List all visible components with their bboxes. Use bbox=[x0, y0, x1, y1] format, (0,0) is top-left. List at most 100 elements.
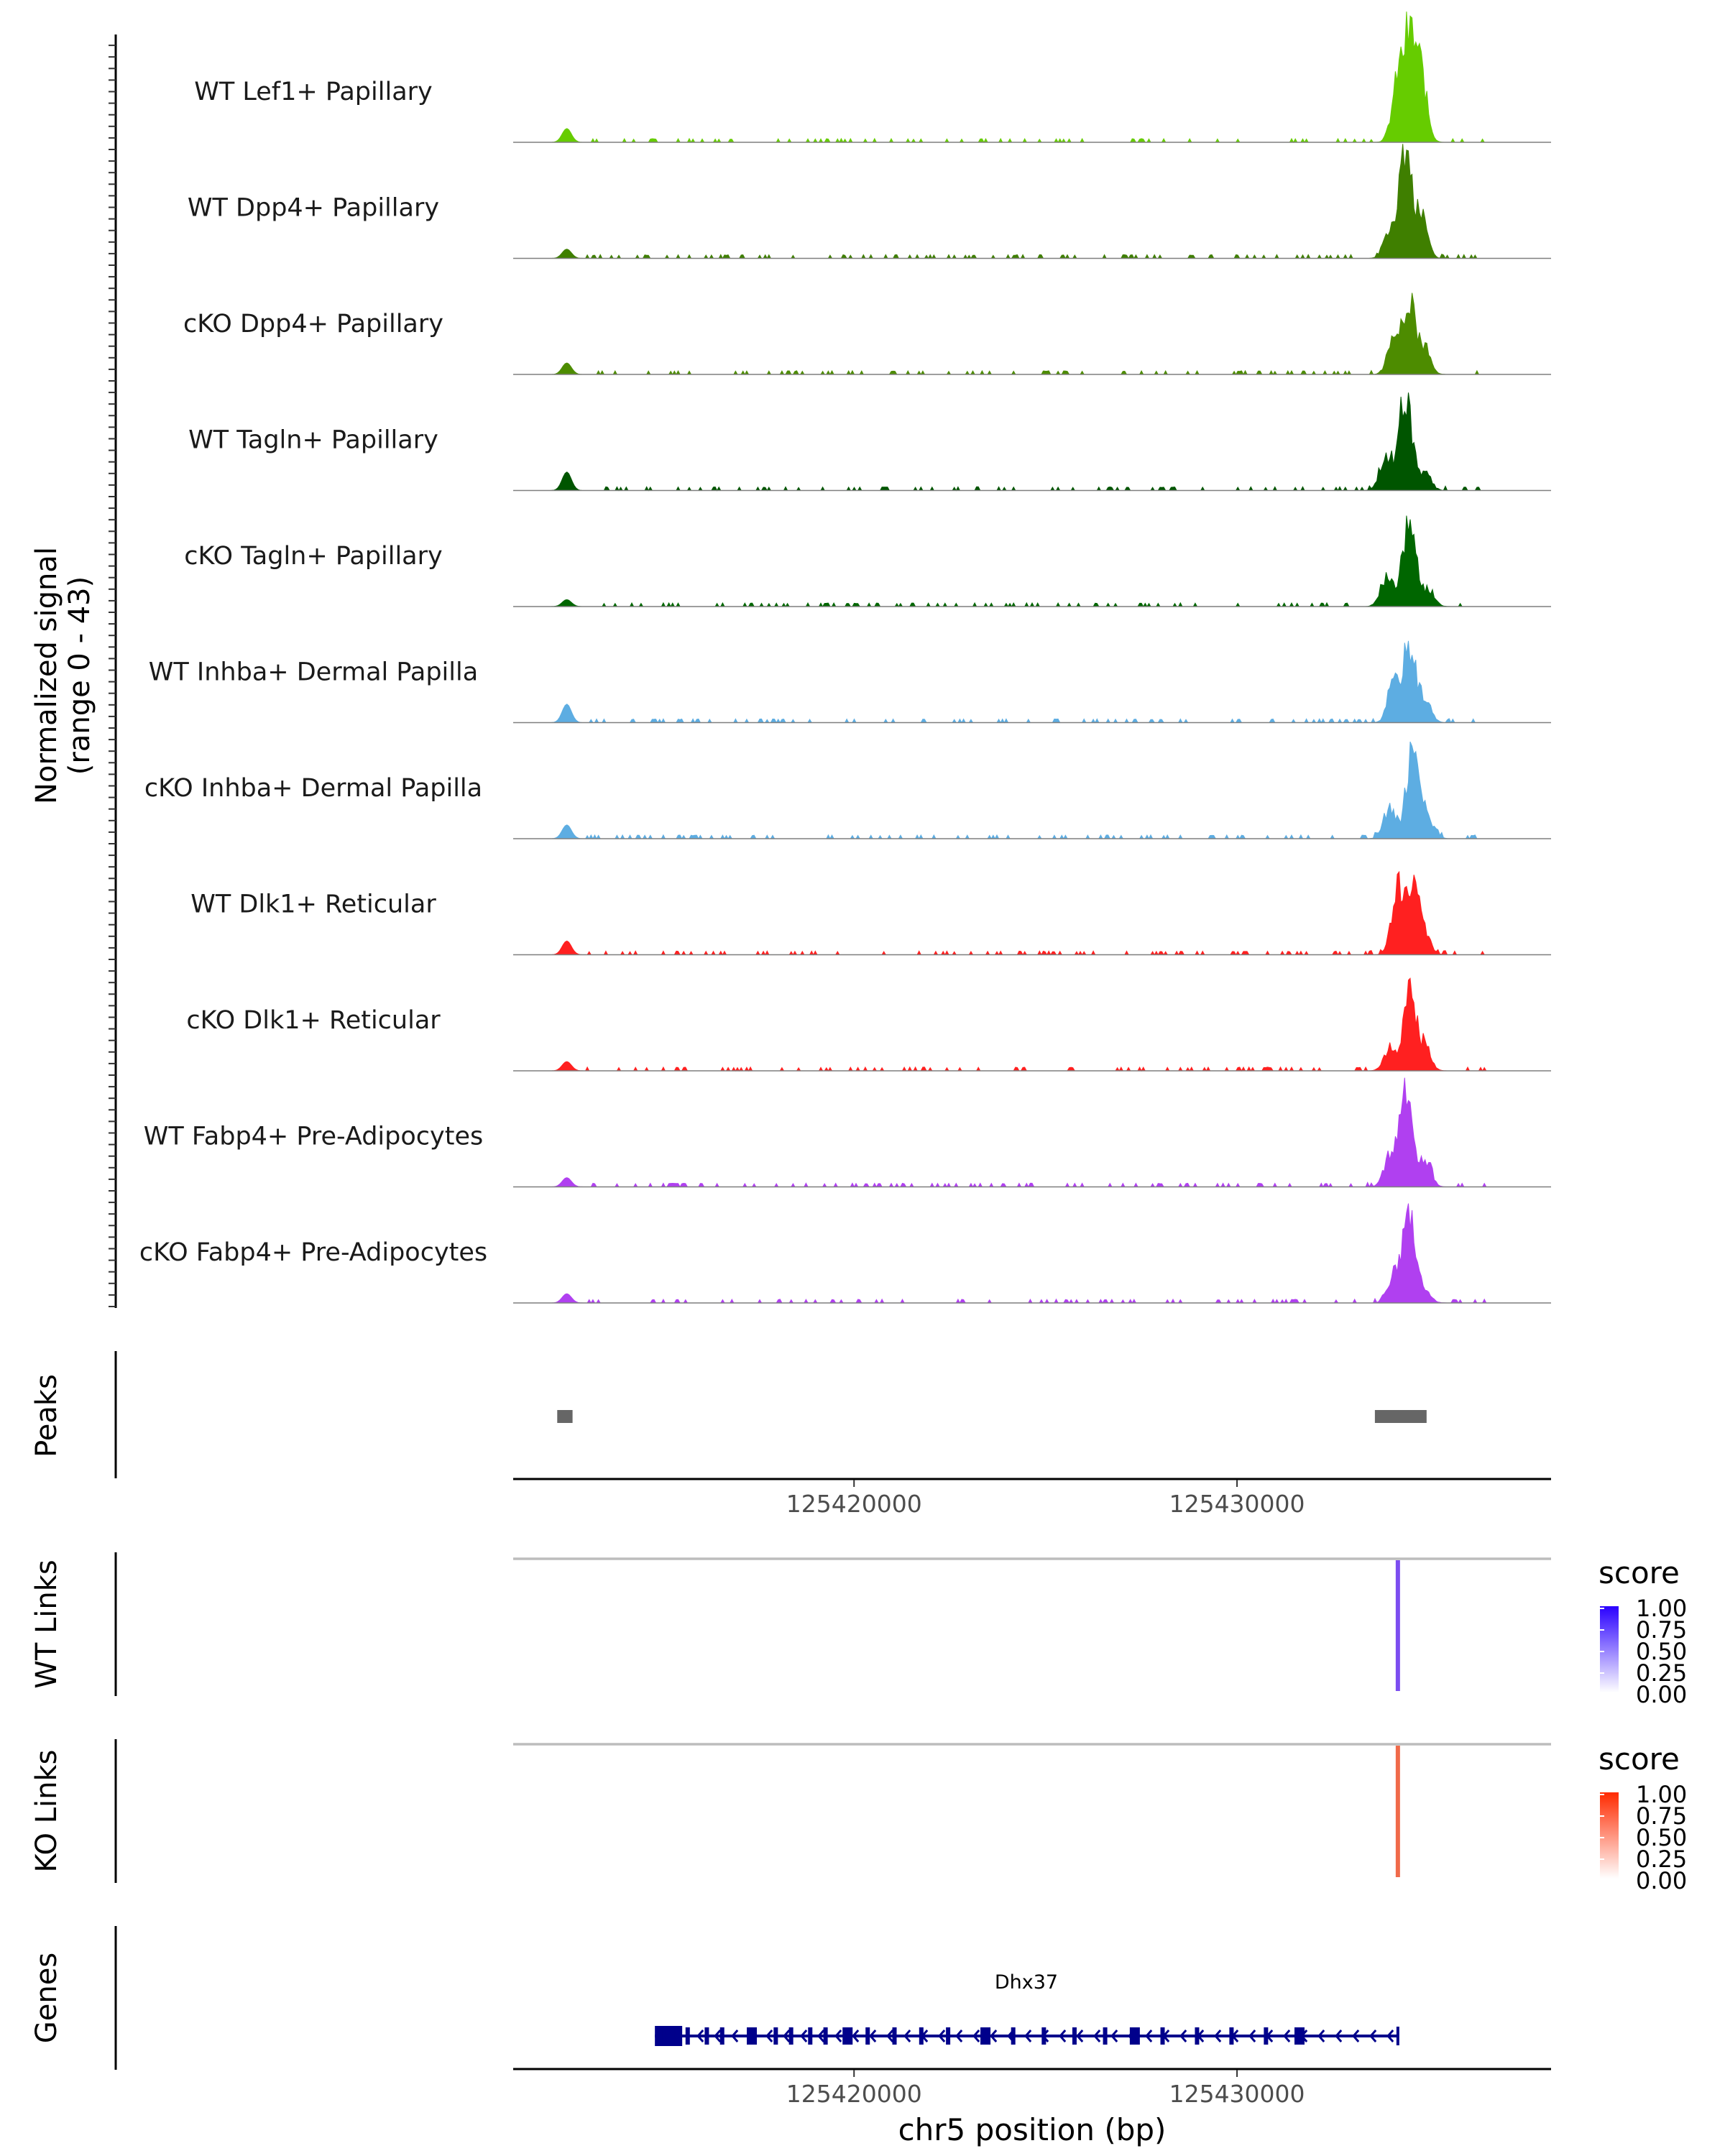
gene-exon-6 bbox=[773, 2027, 778, 2045]
coverage-area-2 bbox=[513, 292, 1551, 376]
coverage-area-7 bbox=[513, 870, 1551, 956]
track-label-4: cKO Tagln+ Papillary bbox=[184, 542, 443, 571]
strand-arrow bbox=[1300, 2030, 1308, 2042]
coverage-area-8 bbox=[513, 977, 1551, 1072]
peaks-x-ticks: 125420000 125430000 bbox=[786, 1480, 1305, 1518]
track-1: WT Dpp4+ Papillary bbox=[188, 144, 1551, 259]
track-label-1: WT Dpp4+ Papillary bbox=[188, 194, 439, 223]
x-tick-label-1: 125430000 bbox=[1169, 1490, 1305, 1518]
strand-arrow bbox=[1197, 2030, 1205, 2042]
strand-arrow bbox=[748, 2030, 756, 2042]
strand-arrow bbox=[938, 2030, 946, 2042]
track-label-10: cKO Fabp4+ Pre-Adipocytes bbox=[139, 1238, 487, 1267]
strand-arrow bbox=[834, 2030, 842, 2042]
y-axis-title-line1: Normalized signal bbox=[30, 547, 63, 804]
legend-break-4: 0.00 bbox=[1636, 1867, 1687, 1894]
strand-arrow bbox=[1231, 2030, 1239, 2042]
legend-break-2: 0.50 bbox=[1636, 1824, 1687, 1851]
track-label-9: WT Fabp4+ Pre-Adipocytes bbox=[144, 1123, 483, 1151]
x-tick-label-0: 125420000 bbox=[786, 2080, 922, 2108]
strand-arrow bbox=[1283, 2030, 1291, 2042]
track-9: WT Fabp4+ Pre-Adipocytes bbox=[144, 1077, 1551, 1188]
strand-arrow bbox=[1110, 2030, 1118, 2042]
track-label-8: cKO Dlk1+ Reticular bbox=[186, 1006, 441, 1035]
strand-arrow bbox=[1145, 2030, 1153, 2042]
strand-arrow bbox=[817, 2030, 825, 2042]
strand-arrow bbox=[1128, 2030, 1136, 2042]
strand-arrow bbox=[1076, 2030, 1084, 2042]
strand-arrow bbox=[1041, 2030, 1049, 2042]
strand-arrow bbox=[714, 2030, 722, 2042]
gene-exon-0 bbox=[662, 2027, 673, 2045]
gene-exon-8 bbox=[808, 2027, 813, 2045]
peak-region-0 bbox=[557, 1410, 573, 1423]
strand-arrow bbox=[1352, 2030, 1360, 2042]
legend-break-1: 0.75 bbox=[1636, 1802, 1687, 1830]
track-2: cKO Dpp4+ Papillary bbox=[183, 292, 1551, 376]
gene-exon-4 bbox=[719, 2027, 724, 2045]
peak-region-1 bbox=[1374, 1410, 1427, 1423]
coverage-area-5 bbox=[513, 640, 1551, 724]
gene-exon-2 bbox=[685, 2027, 690, 2045]
x-tick-label-0: 125420000 bbox=[786, 1490, 922, 1518]
wt-legend-colorbar bbox=[1600, 1606, 1619, 1692]
ko-links-track-label: KO Links bbox=[30, 1750, 63, 1873]
gene-name-label: Dhx37 bbox=[995, 1971, 1058, 1994]
coverage-y-ticks bbox=[109, 45, 116, 1307]
legend-break-0: 1.00 bbox=[1636, 1781, 1687, 1808]
track-6: cKO Inhba+ Dermal Papilla bbox=[144, 741, 1551, 840]
gene-exon-19 bbox=[1103, 2027, 1108, 2045]
gene-model bbox=[655, 2026, 1399, 2046]
strand-arrow bbox=[1093, 2030, 1101, 2042]
coverage-area-4 bbox=[513, 515, 1551, 608]
genes-x-ticks: 125420000 125430000 bbox=[786, 2070, 1305, 2108]
gene-exon-1 bbox=[670, 2027, 675, 2045]
coverage-tracks: WT Lef1+ Papillary WT Dpp4+ Papillary cKO … bbox=[139, 11, 1551, 1304]
strand-arrow bbox=[990, 2030, 998, 2042]
wt-score-legend: score 1.000.750.500.250.00 bbox=[1598, 1555, 1687, 1708]
x-axis-title: chr5 position (bp) bbox=[898, 2112, 1167, 2147]
gene-exon-25 bbox=[1294, 2027, 1305, 2045]
coverage-area-10 bbox=[513, 1203, 1551, 1304]
track-8: cKO Dlk1+ Reticular bbox=[186, 977, 1551, 1072]
peaks-track-label: Peaks bbox=[30, 1374, 63, 1457]
gene-exon-5 bbox=[747, 2027, 758, 2045]
strand-arrow bbox=[1214, 2030, 1222, 2042]
ko-legend-colorbar bbox=[1600, 1792, 1619, 1879]
strand-arrow bbox=[972, 2030, 980, 2042]
track-10: cKO Fabp4+ Pre-Adipocytes bbox=[139, 1203, 1551, 1304]
x-tick-label-1: 125430000 bbox=[1169, 2080, 1305, 2108]
gene-exon-18 bbox=[1072, 2027, 1077, 2045]
strand-arrow bbox=[1179, 2030, 1187, 2042]
gene-exon-16 bbox=[1011, 2027, 1016, 2045]
track-4: cKO Tagln+ Papillary bbox=[184, 515, 1551, 608]
strand-arrow bbox=[1266, 2030, 1274, 2042]
gene-exon-9 bbox=[823, 2027, 828, 2045]
strand-arrow bbox=[921, 2030, 929, 2042]
strand-arrow bbox=[869, 2030, 877, 2042]
legend-break-0: 1.00 bbox=[1636, 1595, 1687, 1622]
coverage-area-6 bbox=[513, 741, 1551, 840]
strand-arrow bbox=[1007, 2030, 1015, 2042]
strand-arrow bbox=[1335, 2030, 1343, 2042]
strand-arrow bbox=[1024, 2030, 1032, 2042]
strand-arrow bbox=[886, 2030, 894, 2042]
strand-arrow bbox=[1386, 2030, 1394, 2042]
gene-exon-11 bbox=[865, 2027, 870, 2045]
strand-arrow bbox=[1248, 2030, 1256, 2042]
strand-arrow bbox=[955, 2030, 963, 2042]
gene-exon-20 bbox=[1129, 2027, 1140, 2045]
wt-legend-breaks: 1.000.750.500.250.00 bbox=[1600, 1595, 1687, 1708]
strand-arrow bbox=[783, 2030, 791, 2042]
strand-arrow bbox=[696, 2030, 704, 2042]
track-label-2: cKO Dpp4+ Papillary bbox=[183, 310, 443, 338]
track-3: WT Tagln+ Papillary bbox=[188, 392, 1551, 492]
track-5: WT Inhba+ Dermal Papilla bbox=[149, 640, 1551, 724]
track-label-7: WT Dlk1+ Reticular bbox=[190, 890, 436, 919]
track-label-5: WT Inhba+ Dermal Papilla bbox=[149, 658, 478, 687]
strand-arrow bbox=[1059, 2030, 1067, 2042]
ko-score-legend: score 1.000.750.500.250.00 bbox=[1598, 1741, 1687, 1894]
coverage-area-9 bbox=[513, 1077, 1551, 1188]
legend-break-3: 0.25 bbox=[1636, 1659, 1687, 1687]
track-label-3: WT Tagln+ Papillary bbox=[188, 426, 438, 455]
